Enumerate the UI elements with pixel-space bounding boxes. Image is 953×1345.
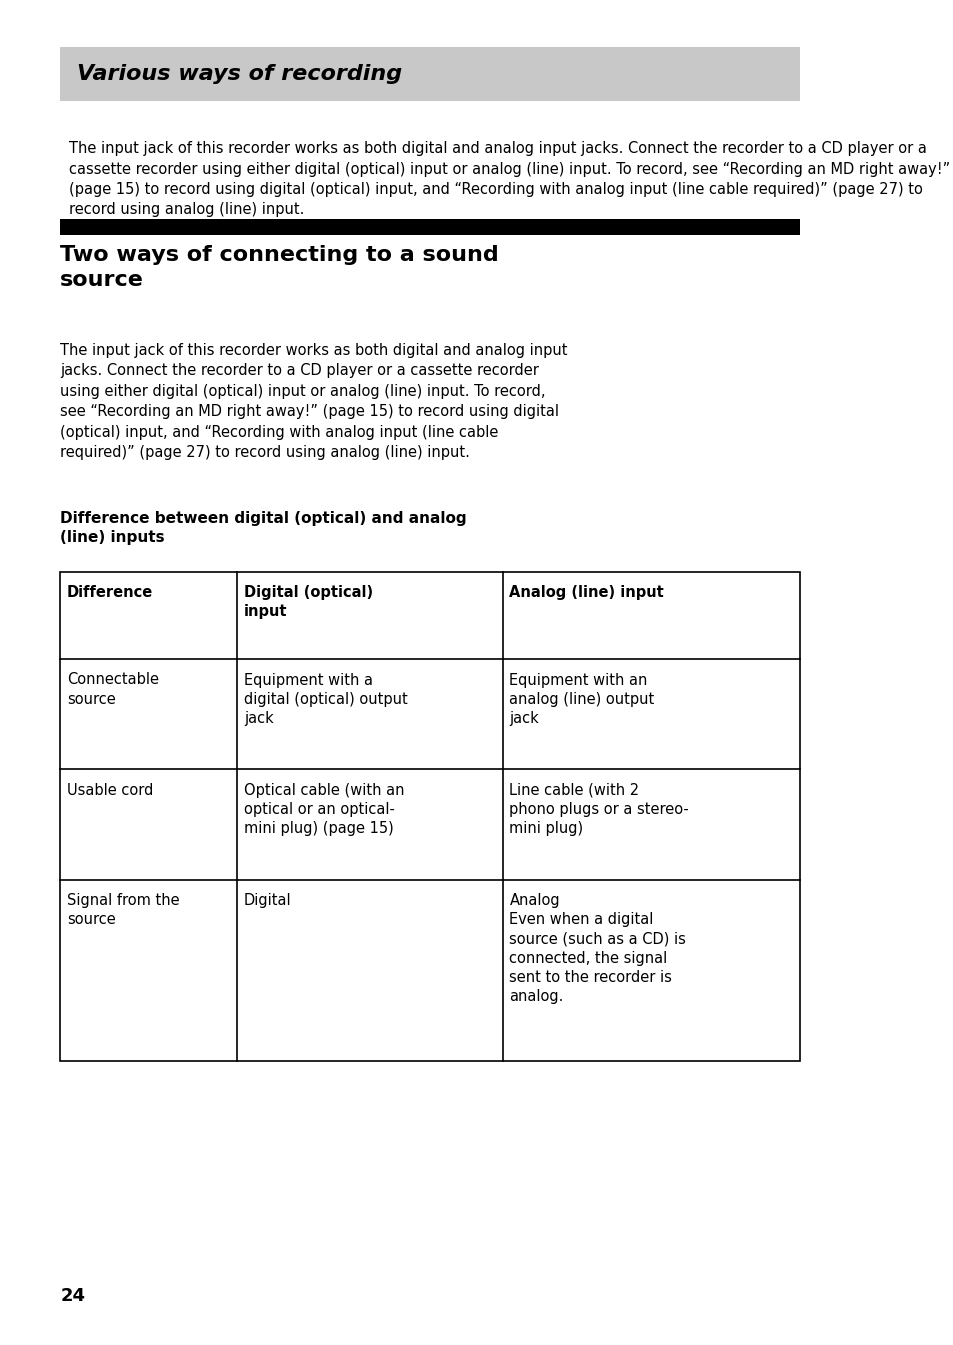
Text: Equipment with an
analog (line) output
jack: Equipment with an analog (line) output j… — [509, 672, 654, 726]
Text: Analog
Even when a digital
source (such as a CD) is
connected, the signal
sent t: Analog Even when a digital source (such … — [509, 893, 685, 1005]
Text: Usable cord: Usable cord — [67, 783, 153, 798]
Text: Line cable (with 2
phono plugs or a stereo-
mini plug): Line cable (with 2 phono plugs or a ster… — [509, 783, 688, 837]
Text: Difference between digital (optical) and analog
(line) inputs: Difference between digital (optical) and… — [60, 511, 466, 545]
Text: Digital (optical)
input: Digital (optical) input — [244, 585, 373, 619]
Text: Analog (line) input: Analog (line) input — [509, 585, 663, 600]
Text: Connectable
source: Connectable source — [67, 672, 159, 706]
Text: Two ways of connecting to a sound
source: Two ways of connecting to a sound source — [60, 245, 498, 289]
Text: 24: 24 — [60, 1287, 85, 1305]
Text: Various ways of recording: Various ways of recording — [77, 65, 402, 83]
Text: Equipment with a
digital (optical) output
jack: Equipment with a digital (optical) outpu… — [244, 672, 407, 726]
Bar — [60, 47, 800, 101]
Text: Optical cable (with an
optical or an optical-
mini plug) (page 15): Optical cable (with an optical or an opt… — [244, 783, 404, 837]
Text: Signal from the
source: Signal from the source — [67, 893, 179, 927]
Text: Digital: Digital — [244, 893, 292, 908]
Text: The input jack of this recorder works as both digital and analog input jacks. Co: The input jack of this recorder works as… — [69, 141, 949, 218]
Bar — [60, 572, 800, 1061]
Text: The input jack of this recorder works as both digital and analog input
jacks. Co: The input jack of this recorder works as… — [60, 343, 567, 460]
Bar — [60, 572, 800, 659]
Text: Difference: Difference — [67, 585, 153, 600]
Bar — [60, 219, 800, 235]
